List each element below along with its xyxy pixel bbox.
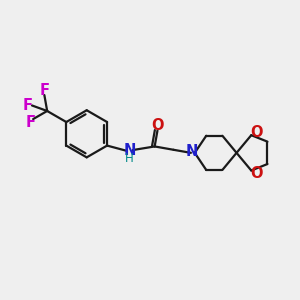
Text: O: O	[250, 125, 262, 140]
Text: N: N	[186, 145, 198, 160]
Text: O: O	[151, 118, 164, 133]
Text: F: F	[23, 98, 33, 113]
Text: O: O	[250, 166, 262, 181]
Text: F: F	[40, 83, 50, 98]
Text: F: F	[25, 116, 35, 130]
Text: H: H	[125, 152, 134, 165]
Text: N: N	[123, 142, 136, 158]
